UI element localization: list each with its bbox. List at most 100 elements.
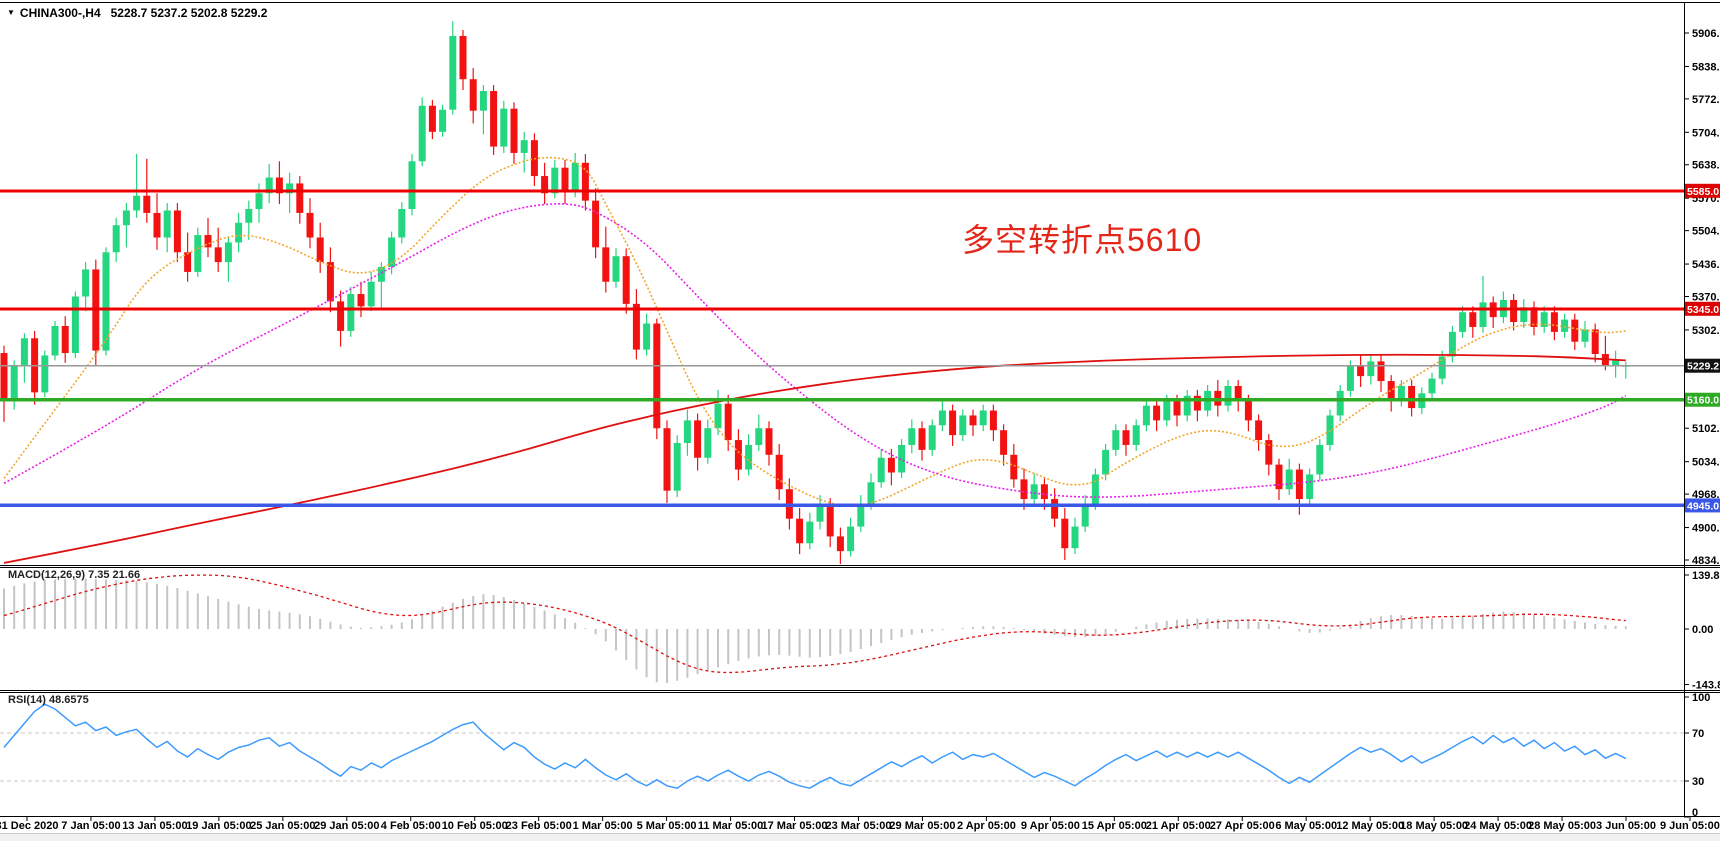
candle-body — [908, 428, 916, 445]
candle-body — [1459, 312, 1467, 332]
candle-body — [989, 410, 997, 431]
macd-axis-label: -143.82 — [1692, 680, 1720, 692]
time-tick-label: 9 Jun 05:00 — [1660, 820, 1720, 832]
candle-body — [1142, 405, 1150, 426]
macd-axis-label: 0.00 — [1692, 624, 1713, 636]
candle-body — [1612, 359, 1620, 367]
candle-body — [1020, 479, 1028, 500]
price-tick-label: 5704.0 — [1692, 127, 1720, 139]
macd-axis-label: 139.86 — [1692, 570, 1720, 582]
candle-body — [1377, 361, 1385, 382]
candle-body — [1102, 449, 1110, 475]
candle-body — [673, 442, 681, 491]
candle-body — [632, 303, 640, 350]
price-tag-label: 4945.0 — [1687, 500, 1719, 512]
candle-body — [439, 109, 447, 132]
candle-body — [928, 425, 936, 450]
rsi-line — [3, 703, 1627, 790]
chart-annotation[interactable]: 多空转折点5610 — [962, 222, 1203, 258]
time-tick-label: 12 May 05:00 — [1336, 820, 1404, 832]
candle-body — [755, 428, 763, 445]
candle-body — [71, 296, 79, 354]
candle-body — [143, 195, 151, 213]
time-tick-label: 29 Mar 05:00 — [889, 820, 955, 832]
time-tick-label: 21 Apr 05:00 — [1146, 820, 1211, 832]
candle-body — [500, 108, 508, 147]
ma-red — [3, 353, 1626, 564]
candle-body — [683, 420, 691, 443]
candle-body — [163, 210, 171, 238]
time-tick-label: 4 Feb 05:00 — [381, 820, 441, 832]
candle-body — [1234, 385, 1242, 401]
candle-body — [643, 323, 651, 350]
candle-body — [1306, 474, 1314, 500]
price-tag — [1685, 183, 1720, 198]
panel-borders — [0, 2, 1720, 817]
time-tick-label: 25 Jan 05:00 — [250, 820, 315, 832]
rsi-axis-label: 30 — [1692, 776, 1704, 788]
macd-signal-line — [3, 574, 1626, 674]
macd-indicator-label: MACD(12,26,9) 7.35 21.66 — [8, 569, 141, 581]
candle-body — [1040, 484, 1048, 500]
candles-layer — [0, 21, 1630, 564]
price-tick-label: 5638.0 — [1692, 160, 1720, 172]
candle-body — [1336, 390, 1344, 416]
candle-body — [959, 415, 967, 436]
candle-body — [51, 325, 59, 356]
time-tick-label: 6 May 05:00 — [1275, 820, 1337, 832]
candle-body — [1224, 385, 1232, 406]
price-tick-label: 5034.0 — [1692, 457, 1720, 469]
candle-body — [112, 225, 120, 253]
candle-body — [571, 162, 579, 193]
price-tick-label: 4834.0 — [1692, 555, 1720, 567]
candle-body — [1122, 430, 1130, 445]
candle-body — [82, 269, 90, 297]
price-tick-label: 5906.0 — [1692, 28, 1720, 40]
price-tag — [1685, 392, 1720, 407]
candle-body — [1479, 302, 1487, 327]
candle-body — [347, 294, 355, 331]
candle-body — [979, 410, 987, 426]
candle-body — [10, 365, 18, 400]
price-tick-label: 5302.0 — [1692, 325, 1720, 337]
candle-body — [969, 415, 977, 426]
candle-body — [459, 35, 467, 80]
time-tick-label: 13 Jan 05:00 — [122, 820, 187, 832]
candle-body — [194, 235, 202, 272]
candle-body — [1520, 307, 1528, 323]
candle-body — [1438, 356, 1446, 379]
hlines-layer — [0, 189, 1684, 508]
candle-body — [1275, 464, 1283, 490]
price-tick-label: 4968.0 — [1692, 489, 1720, 501]
time-tick-label: 3 Jun 05:00 — [1596, 820, 1656, 832]
candle-body — [224, 242, 232, 263]
candle-body — [398, 208, 406, 238]
candle-body — [1061, 518, 1069, 549]
candle-body — [1581, 329, 1589, 342]
candle-body — [836, 536, 844, 552]
price-tick-label: 5370.0 — [1692, 291, 1720, 303]
time-tick-label: 29 Jan 05:00 — [314, 820, 379, 832]
price-tag-label: 5345.0 — [1687, 304, 1719, 316]
candle-body — [133, 195, 141, 211]
macd-panel: 139.86 0.00 -143.82 — [3, 570, 1720, 692]
candle-body — [734, 440, 742, 470]
candle-body — [1591, 329, 1599, 355]
candle-body — [898, 444, 906, 473]
candle-body — [102, 252, 110, 351]
price-tag — [1685, 498, 1720, 513]
time-tick-label: 23 Mar 05:00 — [825, 820, 891, 832]
candle-body — [377, 267, 385, 282]
price-tick-label: 5436.0 — [1692, 259, 1720, 271]
candle-body — [663, 428, 671, 491]
candle-body — [1183, 395, 1191, 416]
price-tag-label: 5160.0 — [1687, 395, 1719, 407]
chart-dropdown-icon[interactable]: ▼ — [7, 8, 15, 17]
candle-body — [153, 212, 161, 238]
candle-body — [857, 503, 865, 527]
candle-body — [1295, 469, 1303, 500]
candle-body — [469, 79, 477, 111]
candle-body — [1571, 319, 1579, 342]
candle-body — [602, 247, 610, 282]
